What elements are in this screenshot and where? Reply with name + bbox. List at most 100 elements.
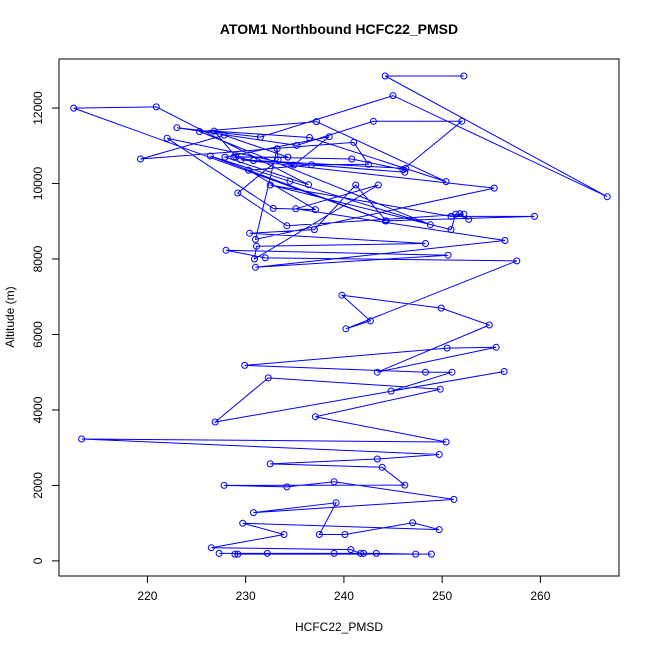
data-point	[306, 134, 313, 141]
data-point	[266, 460, 274, 468]
data-point	[215, 549, 223, 557]
data-point	[206, 152, 214, 160]
data-point	[211, 418, 219, 426]
data-point	[280, 531, 288, 538]
data-point	[427, 550, 435, 558]
data-point	[332, 499, 340, 507]
data-point	[207, 544, 215, 552]
data-point	[311, 206, 319, 214]
data-point	[465, 215, 473, 223]
data-point	[220, 131, 228, 139]
data-point	[338, 291, 346, 299]
x-tick-label: 260	[530, 589, 550, 603]
data-point	[492, 343, 500, 351]
data-point	[245, 166, 253, 174]
data-point	[237, 156, 245, 164]
y-tick-label: 0	[31, 557, 45, 564]
data-point	[308, 161, 315, 169]
y-tick-label: 12000	[31, 91, 45, 125]
y-tick-label: 8000	[31, 245, 45, 272]
data-point	[256, 133, 264, 141]
data-point	[603, 193, 611, 201]
data-point	[173, 124, 181, 132]
series-layer	[70, 72, 611, 558]
data-point	[310, 226, 318, 234]
data-point	[341, 531, 349, 538]
data-point	[273, 145, 281, 153]
data-point	[369, 117, 377, 125]
data-point	[412, 550, 420, 558]
data-point	[250, 157, 257, 164]
data-point	[252, 263, 259, 271]
data-point	[374, 181, 382, 189]
data-point	[234, 550, 242, 558]
data-point	[230, 153, 238, 161]
data-point	[422, 240, 429, 247]
x-tick-label: 250	[432, 589, 452, 603]
data-point	[305, 181, 312, 189]
data-point	[450, 495, 458, 503]
data-point	[290, 161, 298, 169]
data-point	[422, 368, 429, 376]
data-point	[266, 181, 274, 189]
data-point	[222, 246, 230, 254]
x-tick-label: 220	[137, 589, 157, 603]
data-point	[490, 184, 498, 192]
data-point	[330, 549, 338, 557]
data-point	[269, 204, 277, 212]
data-point	[342, 325, 350, 333]
data-point	[458, 117, 466, 125]
data-point	[152, 103, 160, 111]
data-point	[70, 104, 78, 112]
y-tick-label: 2000	[31, 472, 45, 499]
x-tick-label: 230	[236, 589, 256, 603]
data-point	[442, 438, 450, 446]
data-point	[448, 368, 456, 376]
data-point	[460, 72, 468, 80]
data-point	[501, 237, 509, 244]
y-tick-label: 10000	[31, 167, 45, 201]
data-point	[78, 435, 86, 443]
data-point	[360, 549, 368, 557]
data-point	[234, 189, 242, 197]
series-line	[73, 75, 608, 555]
data-point	[286, 177, 294, 185]
data-point	[357, 549, 365, 557]
data-point	[401, 168, 409, 176]
data-point	[447, 212, 455, 220]
data-point	[513, 257, 521, 265]
data-point	[443, 344, 451, 352]
data-point	[263, 549, 271, 557]
data-point	[381, 72, 389, 80]
data-point	[163, 134, 171, 142]
data-point	[401, 481, 409, 489]
data-point	[382, 217, 390, 225]
data-point	[283, 483, 291, 491]
data-point	[283, 222, 291, 230]
y-tick-label: 6000	[31, 321, 45, 348]
data-point	[250, 509, 257, 517]
data-point	[389, 92, 397, 100]
data-point	[241, 361, 249, 369]
data-point	[378, 463, 386, 471]
y-axis-label: Altitude (m)	[3, 286, 17, 347]
data-point	[387, 387, 395, 395]
data-point	[264, 374, 272, 382]
data-point	[350, 138, 358, 146]
data-point	[460, 210, 468, 218]
data-point	[251, 255, 258, 263]
data-point	[292, 205, 300, 213]
data-point	[456, 210, 464, 218]
data-point	[426, 221, 434, 229]
data-point	[373, 368, 381, 376]
data-point	[444, 251, 452, 259]
x-tick-label: 240	[334, 589, 354, 603]
y-axis: 0 2000 4000 6000 8000 10000 12000	[31, 91, 60, 564]
x-axis-label: HCFC22_PMSD	[295, 620, 383, 634]
data-point	[409, 519, 417, 527]
y-tick-label: 4000	[31, 396, 45, 423]
data-point	[330, 478, 338, 486]
x-axis: 220 230 240 250 260	[137, 575, 551, 603]
data-point	[366, 317, 374, 325]
data-point	[261, 254, 269, 262]
